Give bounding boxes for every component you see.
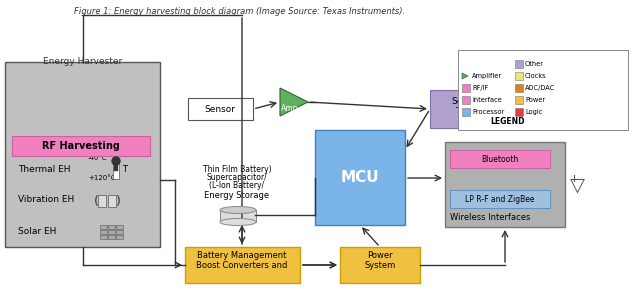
Bar: [116, 230, 123, 234]
Bar: [114, 163, 118, 171]
Bar: [462, 84, 470, 92]
Text: Bluetooth: Bluetooth: [482, 155, 519, 164]
Text: Supercapacitor/: Supercapacitor/: [207, 173, 267, 182]
Bar: [188, 98, 253, 120]
Ellipse shape: [220, 219, 256, 226]
Bar: [108, 235, 115, 239]
Text: RF Harvesting: RF Harvesting: [42, 141, 120, 151]
Bar: [113, 163, 119, 179]
Text: Logic: Logic: [525, 109, 542, 115]
Bar: [515, 60, 523, 68]
Bar: [185, 247, 300, 283]
Bar: [445, 142, 565, 227]
Bar: [12, 136, 150, 156]
Bar: [515, 84, 523, 92]
Bar: [340, 247, 420, 283]
Bar: [315, 130, 405, 225]
Text: (L-Ion Battery/: (L-Ion Battery/: [209, 180, 265, 189]
Text: Thin Film Battery): Thin Film Battery): [203, 164, 271, 173]
Bar: [220, 210, 256, 222]
Text: Thermal EH: Thermal EH: [18, 166, 71, 175]
Bar: [116, 225, 123, 229]
Bar: [430, 90, 505, 128]
Circle shape: [112, 157, 120, 165]
Text: Sensor: Sensor: [205, 104, 235, 113]
Text: ADC/DAC: ADC/DAC: [525, 85, 555, 91]
Bar: [98, 195, 106, 207]
Text: Amp: Amp: [281, 104, 299, 113]
Bar: [108, 225, 115, 229]
Bar: [108, 195, 116, 207]
Polygon shape: [280, 88, 308, 116]
Polygon shape: [462, 73, 468, 79]
Text: Vibration EH: Vibration EH: [18, 196, 74, 205]
Text: Energy Harvester: Energy Harvester: [43, 57, 122, 66]
Text: T: T: [122, 166, 127, 175]
Text: Power: Power: [367, 251, 393, 260]
Bar: [450, 150, 550, 168]
Text: LP R-F and ZigBee: LP R-F and ZigBee: [465, 194, 535, 203]
Bar: [515, 72, 523, 80]
Text: Figure 1: Energy harvesting block diagram (Image Source: Texas Instruments).: Figure 1: Energy harvesting block diagra…: [75, 8, 406, 17]
Text: Processor: Processor: [472, 109, 504, 115]
Bar: [462, 108, 470, 116]
Bar: [116, 235, 123, 239]
Text: -40°C: -40°C: [88, 155, 108, 161]
Ellipse shape: [220, 207, 256, 214]
Text: Wireless Interfaces: Wireless Interfaces: [450, 212, 530, 221]
Text: System: System: [364, 260, 396, 269]
Bar: [100, 235, 107, 239]
Text: Sensor: Sensor: [452, 97, 482, 106]
Text: Temp: Temp: [455, 107, 479, 116]
Text: Clocks: Clocks: [525, 73, 547, 79]
Text: (: (: [94, 194, 98, 207]
Text: Other: Other: [525, 61, 544, 67]
Text: LEGEND: LEGEND: [490, 118, 524, 127]
Text: Solar EH: Solar EH: [18, 228, 56, 237]
Bar: [5, 62, 160, 247]
Text: Amplifier: Amplifier: [472, 73, 502, 79]
Bar: [100, 225, 107, 229]
Bar: [450, 190, 550, 208]
Text: RF/IF: RF/IF: [472, 85, 488, 91]
Bar: [108, 230, 115, 234]
Text: Power: Power: [525, 97, 545, 103]
Text: Battery Management: Battery Management: [197, 251, 286, 260]
Text: ▽: ▽: [570, 175, 584, 194]
Text: Interface: Interface: [472, 97, 502, 103]
Bar: [100, 230, 107, 234]
Bar: [462, 96, 470, 104]
Text: ): ): [115, 194, 121, 207]
Text: Boost Converters and: Boost Converters and: [197, 260, 288, 269]
Bar: [515, 108, 523, 116]
Bar: [515, 96, 523, 104]
Text: Energy Storage: Energy Storage: [204, 191, 270, 200]
Text: MCU: MCU: [341, 171, 380, 185]
Text: +120°C: +120°C: [88, 175, 115, 181]
Bar: [458, 50, 628, 130]
